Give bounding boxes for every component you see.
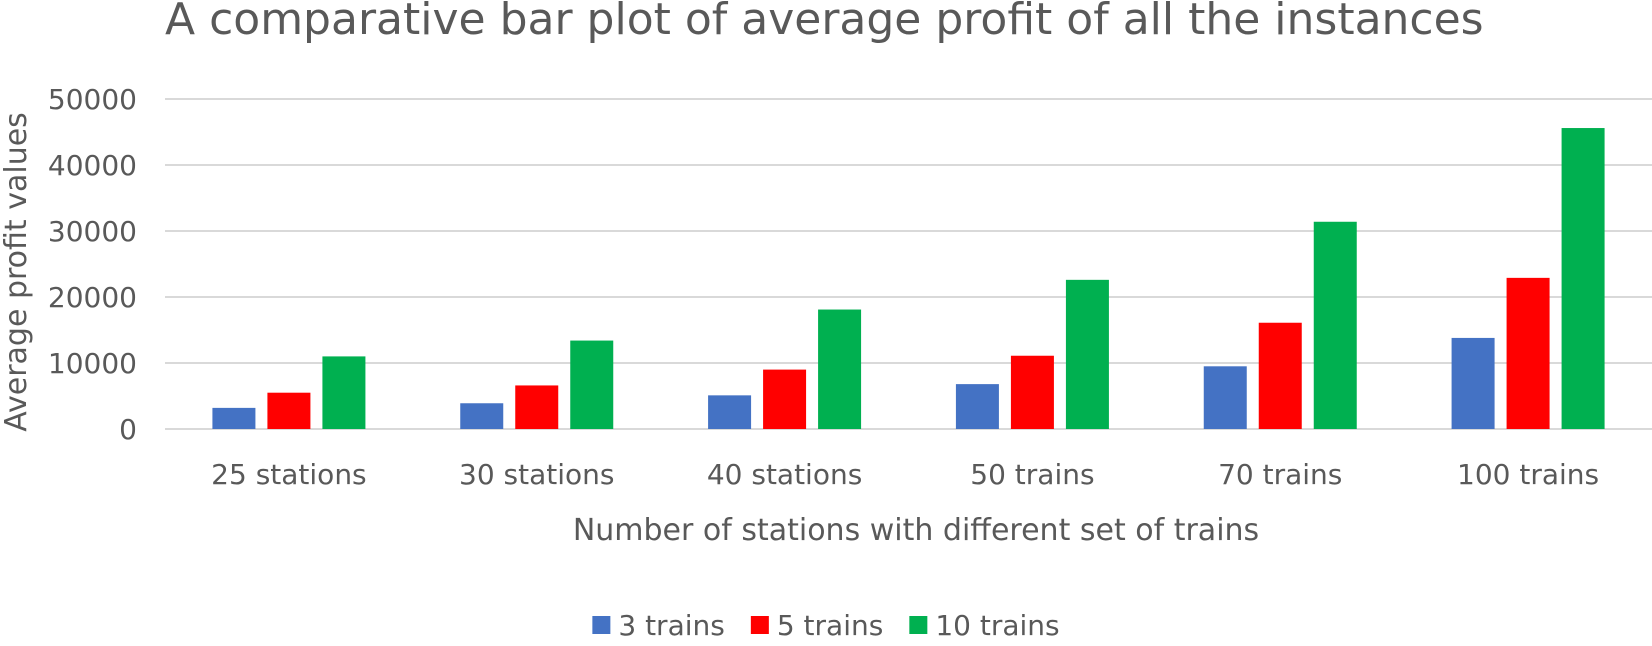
bar-10-trains-70-trains	[1313, 221, 1357, 429]
gridlines	[165, 98, 1652, 430]
bar-3-trains-50-trains	[955, 384, 999, 429]
bar-10-trains-100-trains	[1561, 128, 1605, 430]
bar-5-trains-30-stations	[515, 385, 559, 429]
bar-10-trains-30-stations	[570, 340, 614, 429]
bar-5-trains-40-stations	[763, 369, 807, 429]
bar-10-trains-25-stations	[322, 356, 366, 429]
legend-swatch	[909, 616, 928, 634]
y-tick-label: 30000	[48, 215, 137, 248]
x-axis-tick-labels: 25 stations 30 stations 40 stations 50 trai…	[211, 458, 1599, 491]
bar-5-trains-50-trains	[1010, 355, 1054, 429]
bar-3-trains-30-stations	[460, 403, 504, 429]
bar-10-trains-50-trains	[1065, 279, 1109, 429]
y-tick-label: 0	[119, 413, 137, 446]
x-tick-label: 100 trains	[1457, 458, 1599, 491]
chart-title: A comparative bar plot of average profit…	[165, 0, 1484, 45]
legend-label: 5 trains	[777, 609, 883, 642]
bars	[212, 128, 1605, 430]
legend-label: 10 trains	[935, 609, 1059, 642]
y-tick-label: 40000	[48, 149, 137, 182]
x-tick-label: 30 stations	[459, 458, 614, 491]
bar-5-trains-25-stations	[267, 392, 311, 429]
legend-swatch	[592, 616, 611, 634]
bar-3-trains-70-trains	[1203, 366, 1247, 429]
bar-3-trains-40-stations	[708, 395, 752, 429]
bar-3-trains-25-stations	[212, 407, 256, 429]
x-tick-label: 70 trains	[1218, 458, 1342, 491]
x-tick-label: 25 stations	[211, 458, 366, 491]
y-tick-label: 20000	[48, 281, 137, 314]
y-axis-tick-labels: 0 10000 20000 30000 40000 50000	[48, 83, 137, 446]
x-tick-label: 40 stations	[707, 458, 862, 491]
bar-10-trains-40-stations	[818, 309, 862, 429]
bar-3-trains-100-trains	[1451, 337, 1495, 429]
bar-5-trains-70-trains	[1258, 322, 1302, 429]
y-axis-title: Average profit values	[0, 112, 34, 432]
legend-swatch	[750, 616, 769, 634]
y-tick-label: 10000	[48, 347, 137, 380]
legend: 3 trains 5 trains 10 trains	[592, 609, 1060, 642]
y-tick-label: 50000	[48, 83, 137, 116]
bar-5-trains-100-trains	[1506, 277, 1550, 429]
legend-label: 3 trains	[618, 609, 724, 642]
x-axis-title: Number of stations with different set of…	[573, 513, 1259, 548]
x-tick-label: 50 trains	[970, 458, 1094, 491]
